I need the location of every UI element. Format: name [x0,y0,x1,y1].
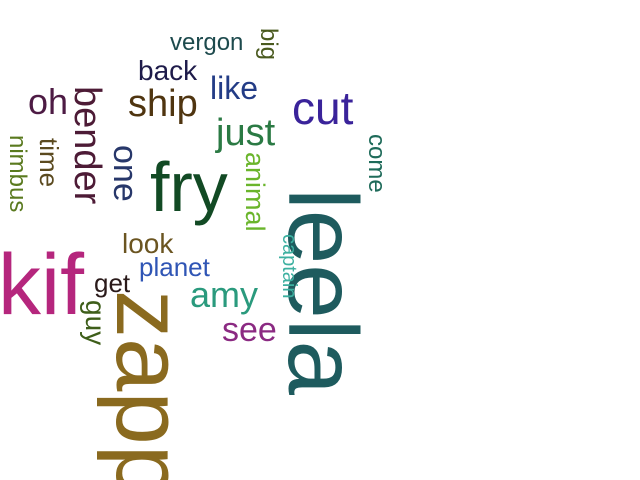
word-captain: captain [278,234,300,299]
word-cut: cut [292,82,354,134]
word-get: get [94,268,131,298]
word-vergon: vergon [170,29,243,56]
word-look: look [122,228,174,259]
word-fry: fry [150,148,228,226]
word-planet: planet [139,252,211,282]
word-animal: animal [240,152,270,232]
word-nimbus: nimbus [4,135,31,212]
word-time: time [34,138,64,187]
word-amy: amy [190,274,258,315]
word-leela: leela [268,188,378,396]
word-guy: guy [80,300,111,345]
word-just: just [215,112,276,154]
word-like: like [210,70,258,106]
word-kif: kif [0,237,85,333]
word-oh: oh [28,81,68,122]
word-one: one [106,145,144,202]
word-come: come [363,134,390,193]
word-zapp: zapp [96,290,203,480]
word-bender: bender [66,86,108,205]
word-back: back [138,55,198,86]
word-see: see [222,311,277,349]
word-ship: ship [128,83,198,125]
word-big: big [255,28,282,60]
